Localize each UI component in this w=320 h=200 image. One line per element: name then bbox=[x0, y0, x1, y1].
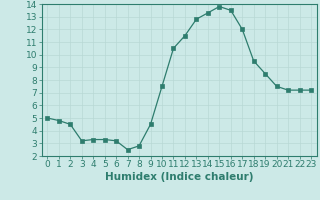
X-axis label: Humidex (Indice chaleur): Humidex (Indice chaleur) bbox=[105, 172, 253, 182]
